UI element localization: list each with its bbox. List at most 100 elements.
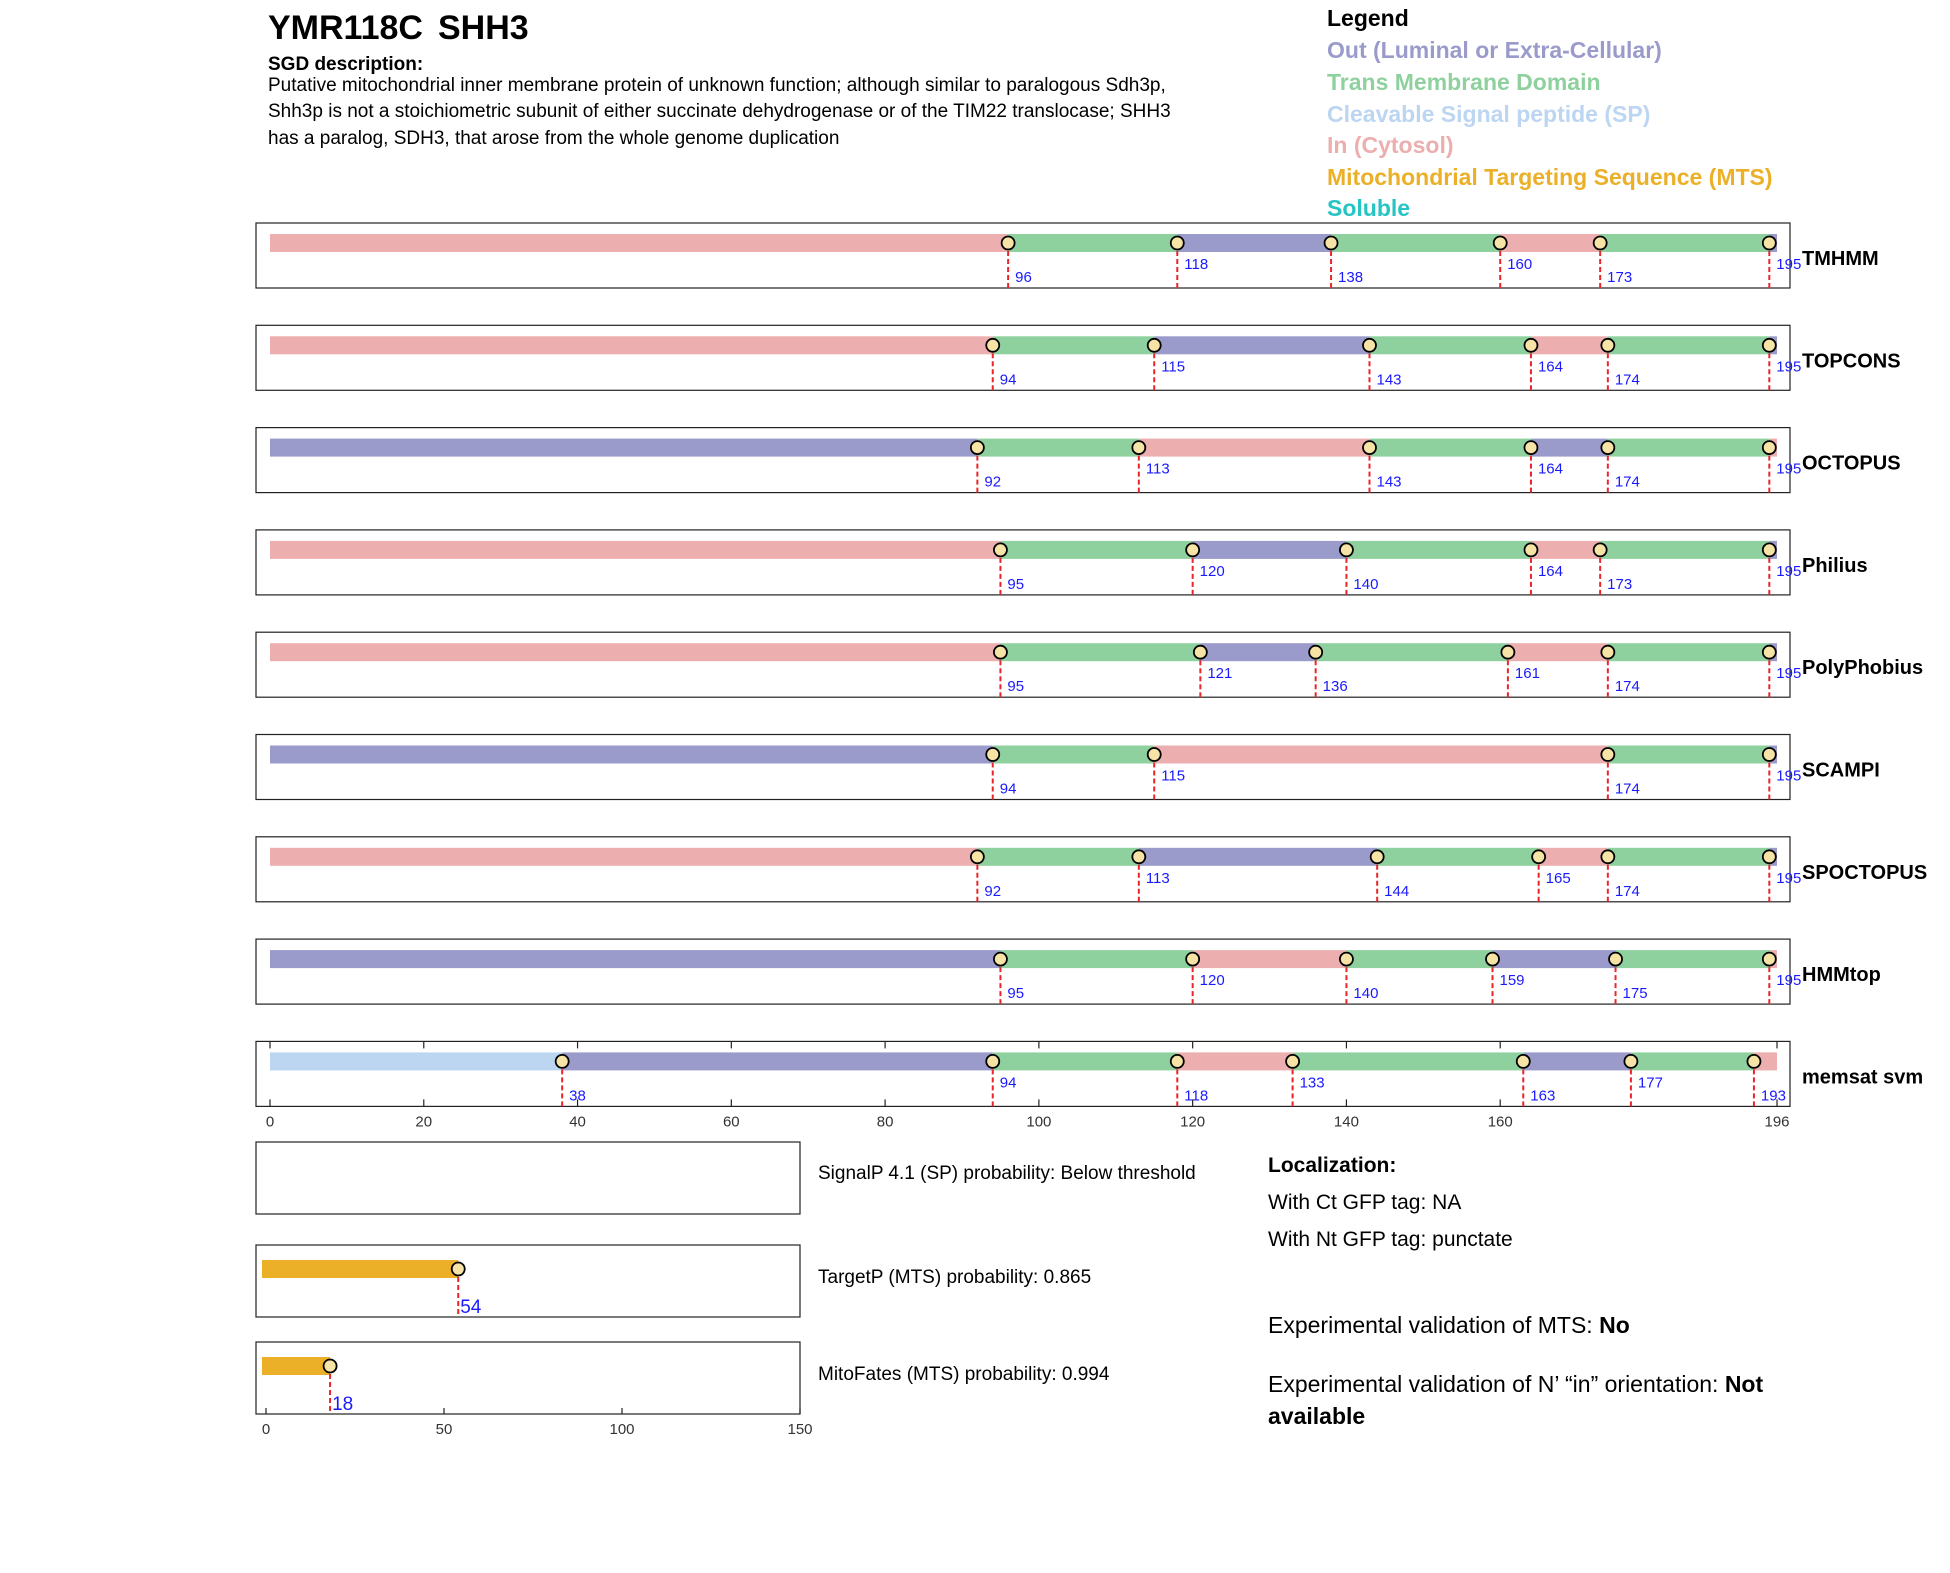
x-tick-label: 40: [569, 1113, 586, 1130]
n-in-validation-label: Experimental validation of N’ “in” orien…: [1268, 1371, 1725, 1397]
panel-targetp: 54 TargetP (MTS) probability: 0.865: [255, 1244, 1091, 1318]
track-frame: [255, 324, 1791, 391]
nt-gfp-text: With Nt GFP tag: punctate: [1268, 1228, 1513, 1251]
boundary-label: 95: [1007, 985, 1024, 1002]
legend-item-out: Out (Luminal or Extra-Cellular): [1327, 37, 1662, 63]
x-tick-label: 80: [877, 1113, 894, 1130]
segment-tm: [1000, 950, 1193, 969]
boundary-marker: [1592, 235, 1608, 251]
segment-tm: [1607, 847, 1770, 866]
mts-bar: [262, 1260, 459, 1278]
boundary-marker: [1761, 235, 1777, 251]
segment-tm: [1369, 438, 1531, 457]
boundary-marker: [1523, 337, 1539, 353]
probability-caption: MitoFates (MTS) probability: 0.994: [818, 1364, 1110, 1385]
boundary-label: 195: [1776, 358, 1801, 375]
boundary-marker: [993, 951, 1008, 967]
x-tick-label: 50: [436, 1421, 453, 1438]
boundary-marker: [1523, 542, 1539, 558]
boundary-label: 177: [1638, 1074, 1663, 1091]
x-tick-label: 100: [609, 1421, 634, 1438]
boundary-label: 38: [569, 1087, 586, 1104]
track-spoctopus: 92 113 144 165 174 195 SPOCTOPUS: [255, 836, 1927, 903]
track-philius: 95 120 140 164 173 195 Philius: [255, 529, 1868, 596]
boundary-marker: [993, 542, 1008, 558]
segment-tm: [1369, 336, 1531, 355]
boundary-label: 195: [1776, 256, 1801, 273]
boundary-marker: [985, 337, 1001, 353]
x-tick-label: 0: [266, 1113, 274, 1130]
boundary-label: 136: [1323, 678, 1348, 695]
boundary-marker: [1623, 1054, 1639, 1069]
boundary-label: 140: [1353, 576, 1378, 593]
boundary-marker: [1600, 644, 1616, 660]
boundary-marker: [1131, 440, 1147, 456]
segment-tm: [977, 438, 1139, 457]
boundary-label: 143: [1376, 474, 1401, 491]
boundary-marker: [1131, 849, 1147, 865]
boundary-label: 165: [1546, 870, 1571, 887]
segment-in: [1177, 1052, 1293, 1071]
boundary-marker: [969, 440, 985, 456]
boundary-marker: [969, 849, 985, 865]
segment-out: [1177, 234, 1332, 252]
boundary-marker: [1185, 542, 1201, 558]
boundary-label: 140: [1353, 985, 1378, 1002]
segment-tm: [1331, 234, 1501, 252]
segment-in: [1500, 234, 1601, 252]
segment-tm: [1600, 540, 1770, 559]
x-tick-label: 20: [415, 1113, 432, 1130]
track-tmhmm: 96 118 138 160 173 195 TMHMM: [255, 222, 1879, 289]
track-hmmtop: 95 120 140 159 175 195 HMMtop: [255, 938, 1881, 1005]
segment-in: [1530, 336, 1608, 355]
segment-in: [270, 847, 978, 866]
boundary-label: 164: [1538, 461, 1563, 478]
track-topcons: 94 115 143 164 174 195 TOPCONS: [255, 324, 1901, 391]
boundary-label: 120: [1200, 972, 1225, 989]
boundary-label: 143: [1376, 371, 1401, 388]
panel-frame: [255, 1141, 801, 1215]
track-scampi: 94 115 174 195 SCAMPI: [255, 733, 1880, 801]
boundary-marker: [1369, 849, 1385, 865]
segment-tm: [1346, 950, 1493, 969]
track-frame: [255, 222, 1791, 289]
segment-in: [1138, 438, 1370, 457]
boundary-label: 54: [460, 1297, 482, 1318]
boundary-marker: [322, 1358, 338, 1374]
boundary-label: 195: [1776, 461, 1801, 478]
boundary-marker: [1592, 542, 1608, 558]
boundary-marker: [1761, 337, 1777, 353]
header: YMR118C SHH3 SGD description: Putative m…: [268, 9, 1171, 149]
boundary-label: 195: [1776, 563, 1801, 580]
track-frame: [255, 631, 1791, 698]
track-frame: [255, 1040, 1791, 1108]
boundary-label: 138: [1338, 269, 1363, 286]
boundary-marker: [450, 1261, 466, 1277]
boundary-label: 164: [1538, 358, 1563, 375]
boundary-label: 161: [1515, 665, 1540, 682]
boundary-label: 160: [1507, 256, 1532, 273]
boundary-marker: [993, 644, 1008, 660]
boundary-label: 115: [1161, 768, 1185, 785]
segment-tm: [1607, 745, 1770, 764]
boundary-label: 195: [1776, 870, 1801, 887]
boundary-marker: [1485, 951, 1500, 967]
segment-tm: [1315, 643, 1508, 662]
segment-in: [270, 234, 1009, 252]
boundary-label: 118: [1184, 1087, 1208, 1104]
boundary-marker: [1192, 644, 1208, 660]
method-label: Philius: [1802, 555, 1868, 577]
boundary-marker: [1746, 1054, 1762, 1069]
segment-out: [1200, 643, 1316, 662]
boundary-label: 144: [1384, 883, 1409, 900]
boundary-label: 173: [1607, 269, 1632, 286]
segment-sp: [270, 1052, 563, 1071]
segment-in: [270, 540, 1001, 559]
boundary-marker: [1185, 951, 1201, 967]
boundary-marker: [1339, 542, 1354, 558]
panel-frame: [255, 1341, 801, 1415]
boundary-label: 133: [1300, 1074, 1325, 1091]
segment-out: [270, 950, 1001, 969]
method-label: HMMtop: [1802, 964, 1881, 986]
segment-tm: [992, 336, 1155, 355]
